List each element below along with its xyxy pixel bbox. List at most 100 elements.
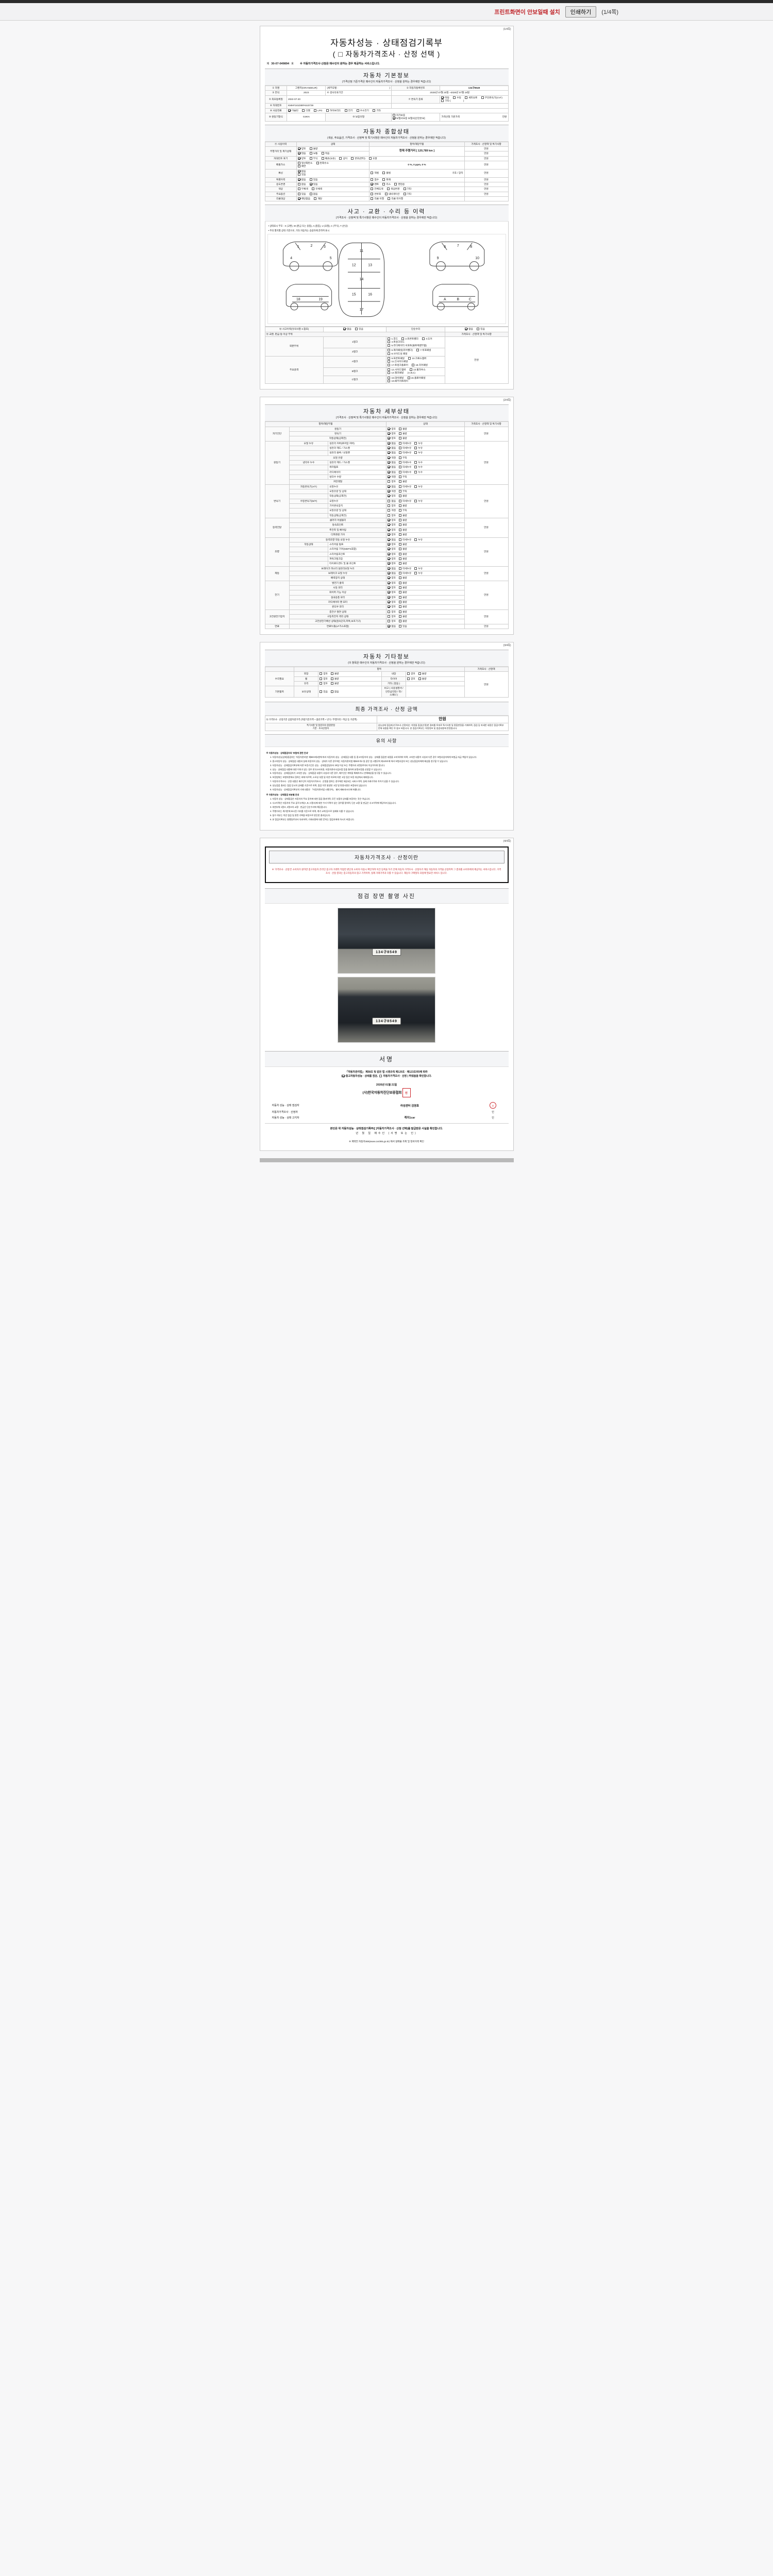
opt-미세누유[interactable]: 미세누유: [399, 442, 411, 445]
opt-누유[interactable]: 누유: [414, 485, 423, 488]
opt-different[interactable]: 상이: [339, 157, 347, 160]
checkbox-icon[interactable]: [330, 682, 333, 685]
opt-normal[interactable]: 보통: [309, 152, 317, 155]
checkbox-icon[interactable]: [388, 528, 391, 531]
opt-etc[interactable]: 기타: [403, 188, 411, 191]
opt-불량[interactable]: 불량: [399, 504, 407, 507]
opt-erased[interactable]: 도말: [369, 157, 377, 160]
checkbox-icon[interactable]: [321, 157, 324, 160]
checkbox-icon[interactable]: [309, 192, 312, 195]
options-items[interactable]: 썬루프 내비게이션 기타: [369, 191, 465, 197]
opt-package-tray[interactable]: 19.패키지트레이: [388, 379, 408, 383]
opt-roof-panel[interactable]: 7.루프패널: [416, 349, 431, 352]
checkbox-icon[interactable]: [399, 533, 402, 536]
opt-damage[interactable]: 훼손(오손): [321, 157, 335, 160]
checkbox-icon[interactable]: [371, 188, 374, 191]
checkbox-icon[interactable]: [297, 152, 300, 155]
detail-state[interactable]: 양호 불량: [386, 580, 465, 586]
trans-opt-etc[interactable]: 기타 (): [441, 99, 464, 103]
opt-none[interactable]: 없음: [297, 182, 306, 186]
opt-불량[interactable]: 불량: [418, 672, 427, 675]
opt-illegal[interactable]: 불법: [382, 171, 391, 175]
opt-부족[interactable]: 부족: [399, 509, 407, 512]
checkbox-icon[interactable]: [422, 337, 425, 341]
checkbox-icon[interactable]: [399, 577, 402, 580]
checkbox-icon[interactable]: [388, 432, 391, 435]
checkbox-icon[interactable]: [399, 461, 402, 464]
etc-right-state[interactable]: [406, 686, 465, 698]
opt-불량[interactable]: 불량: [399, 528, 407, 532]
detail-state[interactable]: 없음 미세누유 누유: [386, 537, 465, 543]
opt-양호[interactable]: 양호: [388, 514, 396, 517]
opt-적정[interactable]: 적정: [388, 490, 396, 493]
checkbox-icon[interactable]: [297, 173, 300, 176]
fuel-options[interactable]: 가솔린 디젤 LPG 하이브리드 전기 수소전기 기타: [286, 108, 509, 114]
opt-none[interactable]: 없음: [309, 192, 317, 196]
checkbox-icon[interactable]: [399, 596, 402, 599]
checkbox-icon[interactable]: [399, 456, 402, 459]
checkbox-icon[interactable]: [388, 548, 391, 551]
opt-양호[interactable]: 양호: [388, 495, 396, 498]
checkbox-icon[interactable]: [416, 349, 419, 352]
opt-불량[interactable]: 불량: [399, 432, 407, 435]
checkbox-icon[interactable]: [388, 499, 391, 502]
checkbox-icon[interactable]: [414, 470, 417, 473]
checkbox-icon[interactable]: [343, 328, 346, 331]
opt-적정[interactable]: 적정: [388, 456, 396, 460]
checkbox-icon[interactable]: [392, 114, 395, 117]
checkbox-icon[interactable]: [371, 171, 374, 174]
opt-business[interactable]: 영업용: [394, 182, 405, 186]
checkbox-icon[interactable]: [388, 349, 391, 352]
opt-양호[interactable]: 양호: [388, 480, 396, 483]
opt-sunroof[interactable]: 썬루프: [371, 192, 381, 196]
opt-없음[interactable]: 없음: [388, 451, 396, 454]
opt-양호[interactable]: 양호: [320, 682, 328, 685]
checkbox-icon[interactable]: [399, 495, 402, 498]
opt-불량[interactable]: 불량: [399, 610, 407, 614]
opt-부족[interactable]: 부족: [399, 490, 407, 493]
opt-양호[interactable]: 양호: [388, 615, 396, 618]
checkbox-icon[interactable]: [388, 368, 391, 371]
checkbox-icon[interactable]: [388, 504, 391, 507]
detail-state[interactable]: 적정 부족: [386, 508, 465, 514]
etc-left-state[interactable]: 양호 불량: [318, 681, 382, 687]
opt-hc[interactable]: 탄화수소: [316, 162, 329, 165]
print-button[interactable]: 인쇄하기: [565, 6, 597, 18]
mileage-state-1[interactable]: 양호 불량: [296, 146, 370, 152]
opt-불량[interactable]: 불량: [399, 620, 407, 623]
opt-양호[interactable]: 양호: [388, 519, 396, 522]
opt-양호[interactable]: 양호: [320, 672, 328, 675]
checkbox-icon[interactable]: [297, 162, 300, 165]
detail-state[interactable]: 양호 불량: [386, 609, 465, 615]
checkbox-icon[interactable]: [326, 109, 329, 112]
fuel-opt-diesel[interactable]: 디젤: [302, 109, 310, 112]
opt-exists[interactable]: 있음: [297, 173, 306, 176]
checkbox-icon[interactable]: [388, 476, 391, 479]
checkbox-icon[interactable]: [388, 523, 391, 527]
opt-door[interactable]: 3.도어: [422, 337, 432, 341]
checkbox-icon[interactable]: [388, 341, 391, 344]
checkbox-icon[interactable]: [399, 567, 402, 570]
opt-exists[interactable]: 있음: [309, 178, 317, 181]
usechange-items[interactable]: 렌트 리스 영업용: [369, 181, 465, 188]
etc-left-state[interactable]: 있음 없음: [318, 686, 382, 698]
checkbox-icon[interactable]: [399, 528, 402, 531]
checkbox-icon[interactable]: [388, 557, 391, 560]
opt-불량[interactable]: 불량: [399, 480, 407, 483]
fuel-opt-ev[interactable]: 전기: [344, 109, 352, 112]
opt-front-fender[interactable]: 2.프론트휀더: [401, 337, 418, 341]
opt-side-member[interactable]: 12.사이드멤버: [388, 368, 406, 371]
recall-items[interactable]: 리콜 이행 리콜 미이행: [369, 196, 465, 202]
checkbox-icon[interactable]: [388, 538, 391, 541]
opt-불량[interactable]: 불량: [399, 514, 407, 517]
opt-hood[interactable]: 1.후드: [388, 337, 398, 341]
checkbox-icon[interactable]: [388, 442, 391, 445]
checkbox-icon[interactable]: [388, 577, 391, 580]
opt-불량[interactable]: 불량: [399, 581, 407, 585]
fuel-opt-lpg[interactable]: LPG: [314, 109, 323, 112]
opt-recall-notdone[interactable]: 리콜 미이행: [388, 197, 403, 200]
checkbox-icon[interactable]: [388, 567, 391, 570]
tuning-state[interactable]: 없음 있음: [296, 168, 370, 178]
vinmark-state[interactable]: 양호 부식 훼손(오손) 상이 변조(변타) 도말: [296, 156, 465, 162]
opt-불량[interactable]: 불량: [399, 523, 407, 527]
